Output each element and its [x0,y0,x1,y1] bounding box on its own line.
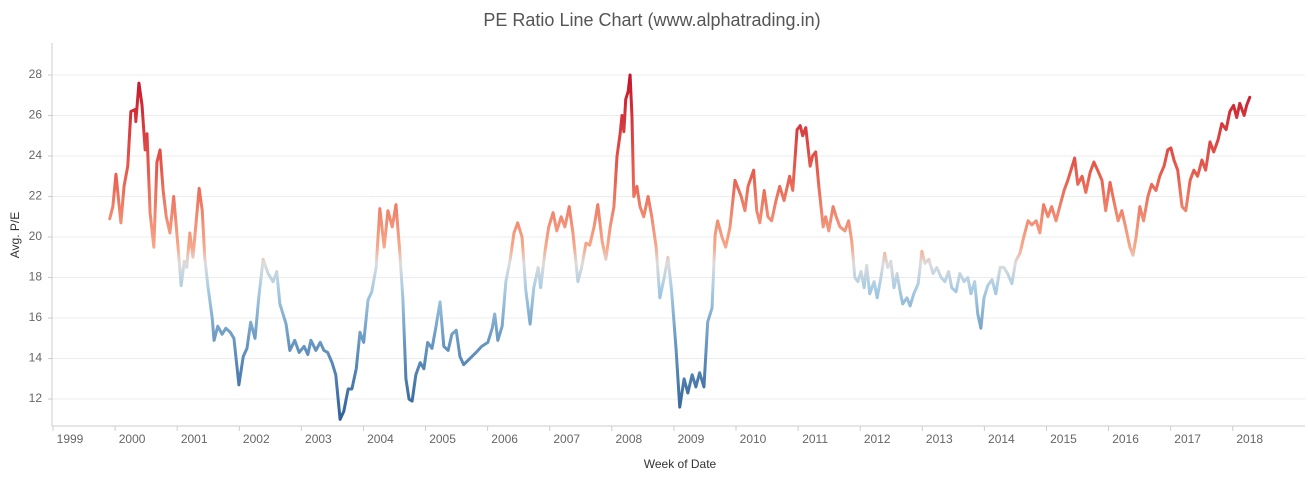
x-tick-label: 1999 [57,432,84,446]
x-tick-label: 2008 [615,432,642,446]
x-tick-label: 2012 [864,432,891,446]
x-tick-label: 2000 [119,432,146,446]
x-axis-title: Week of Date [644,457,717,471]
x-tick-label: 2001 [181,432,208,446]
x-tick-label: 2006 [491,432,518,446]
x-tick-label: 2015 [1050,432,1077,446]
x-tick-label: 2014 [988,432,1015,446]
x-tick-label: 2007 [553,432,580,446]
y-tick-label: 24 [29,148,43,162]
x-tick-label: 2003 [305,432,332,446]
y-tick-label: 20 [29,229,43,243]
x-tick-label: 2009 [678,432,705,446]
pe-line [108,73,1252,421]
x-tick-label: 2013 [926,432,953,446]
y-tick-label: 16 [29,310,43,324]
x-tick-label: 2017 [1174,432,1201,446]
chart-title: PE Ratio Line Chart (www.alphatrading.in… [483,10,820,30]
y-tick-label: 26 [29,108,43,122]
x-tick-label: 2011 [802,432,828,446]
y-tick-label: 12 [29,391,43,405]
x-tick-label: 2004 [367,432,394,446]
x-tick-label: 2018 [1236,432,1263,446]
x-tick-label: 2016 [1112,432,1139,446]
y-tick-label: 14 [29,351,43,365]
x-tick-label: 2005 [429,432,456,446]
x-tick-label: 2002 [243,432,270,446]
x-tick-label: 2010 [740,432,767,446]
y-tick-label: 28 [29,67,43,81]
y-axis-title: Avg. P/E [8,212,22,258]
y-tick-label: 22 [29,189,43,203]
y-tick-label: 18 [29,270,43,284]
